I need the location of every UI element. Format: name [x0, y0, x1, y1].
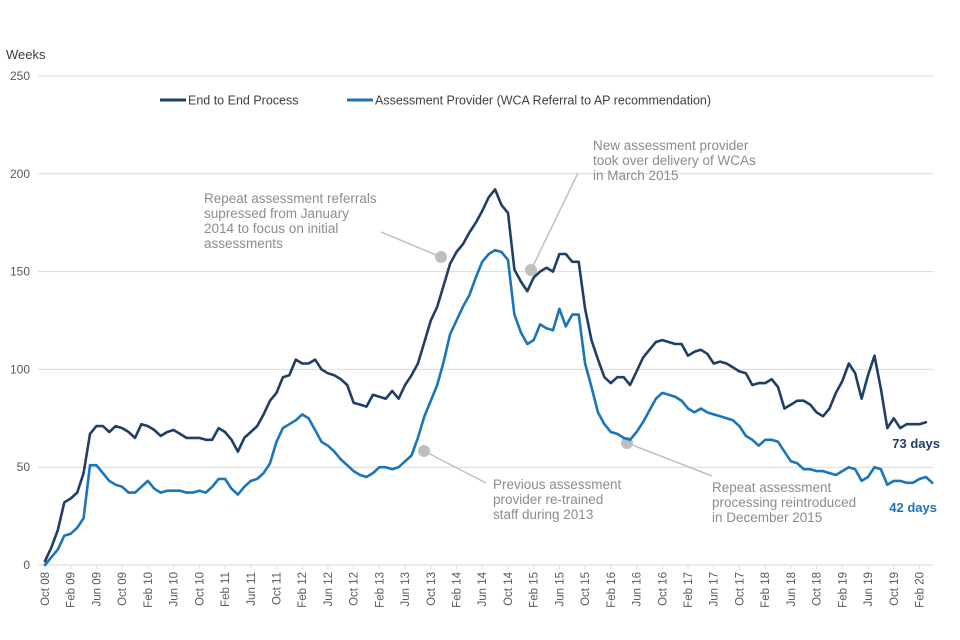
x-tick-label: Jun 09	[91, 572, 103, 607]
annotation-marker-3	[418, 445, 430, 457]
end-label-assessment-provider: 42 days	[889, 500, 937, 515]
annotation-retrained-staff: Previous assessment provider re-trained …	[493, 477, 625, 522]
x-tick-label: Oct 15	[580, 572, 592, 606]
x-tick-label: Jun 18	[786, 572, 798, 607]
y-tick-label: 100	[10, 362, 30, 376]
series-line-assessment-provider	[43, 248, 934, 567]
x-tick-label: Jun 17	[709, 572, 721, 607]
end-label-end-to-end: 73 days	[892, 436, 940, 451]
x-tick-label: Oct 13	[426, 572, 438, 606]
x-tick-label: Jun 16	[632, 572, 644, 607]
series-line-end-to-end	[43, 188, 928, 563]
x-tick-label: Jun 19	[863, 572, 875, 607]
x-tick-label: Oct 10	[194, 572, 206, 606]
x-tick-label: Feb 18	[760, 572, 772, 608]
x-tick-label: Oct 19	[889, 572, 901, 606]
annotation-leader-3	[423, 450, 487, 484]
annotation-marker-1	[435, 251, 447, 263]
x-tick-label: Feb 09	[66, 572, 78, 608]
x-tick-label: Jun 10	[169, 572, 181, 607]
annotation-marker-2	[525, 264, 537, 276]
legend: End to End Process Assessment Provider (…	[160, 94, 711, 108]
x-tick-label: Feb 17	[683, 572, 695, 608]
x-tick-label: Oct 09	[117, 572, 129, 606]
legend-label-end-to-end: End to End Process	[188, 94, 298, 108]
x-tick-label: Jun 12	[323, 572, 335, 607]
y-tick-label: 250	[10, 69, 30, 83]
x-tick-label: Feb 19	[837, 572, 849, 608]
x-tick-label: Feb 11	[220, 572, 232, 607]
x-tick-label: Feb 13	[374, 572, 386, 608]
annotations: Repeat assessment referrals supressed fr…	[204, 138, 860, 525]
x-tick-label: Feb 14	[452, 571, 464, 607]
y-tick-label: 50	[17, 460, 31, 474]
y-tick-label: 200	[10, 167, 30, 181]
x-tick-label: Jun 14	[477, 571, 489, 606]
annotation-new-provider: New assessment provider took over delive…	[593, 138, 760, 183]
annotation-repeat-referrals: Repeat assessment referrals supressed fr…	[204, 191, 380, 251]
gridlines	[38, 75, 933, 566]
annotation-leader-2	[530, 172, 579, 271]
legend-label-assessment-provider: Assessment Provider (WCA Referral to AP …	[375, 94, 711, 108]
x-tick-label: Oct 16	[657, 572, 669, 606]
series-lines	[43, 188, 934, 567]
x-tick-label: Feb 20	[914, 572, 926, 608]
x-tick-label: Jun 15	[554, 572, 566, 607]
x-tick-label: Oct 14	[503, 571, 515, 605]
annotation-leader-4	[626, 442, 713, 477]
x-tick-label: Jun 11	[246, 572, 258, 606]
y-axis-title: Weeks	[6, 47, 46, 62]
annotation-leader-1	[380, 231, 442, 258]
x-tick-label: Feb 15	[529, 572, 541, 608]
x-tick-label: Oct 11	[271, 572, 283, 605]
x-tick-label: Oct 12	[349, 572, 361, 606]
y-tick-label: 0	[23, 558, 30, 572]
y-tick-label: 150	[10, 265, 30, 279]
x-axis-ticks: Oct 08 Feb 09 Jun 09 Oct 09 Feb 10 Jun 10 Oct …	[40, 565, 926, 608]
x-tick-label: Oct 18	[812, 572, 824, 606]
y-axis-ticks: 0 50 100 150 200 250	[10, 69, 30, 572]
annotation-repeat-reintroduced: Repeat assessment processing reintroduce…	[712, 480, 860, 525]
x-tick-label: Feb 10	[143, 572, 155, 608]
x-tick-label: Feb 12	[297, 572, 309, 608]
x-tick-label: Feb 16	[606, 572, 618, 608]
x-tick-label: Oct 17	[734, 572, 746, 606]
x-tick-label: Jun 13	[400, 572, 412, 607]
x-tick-label: Oct 08	[40, 572, 52, 606]
